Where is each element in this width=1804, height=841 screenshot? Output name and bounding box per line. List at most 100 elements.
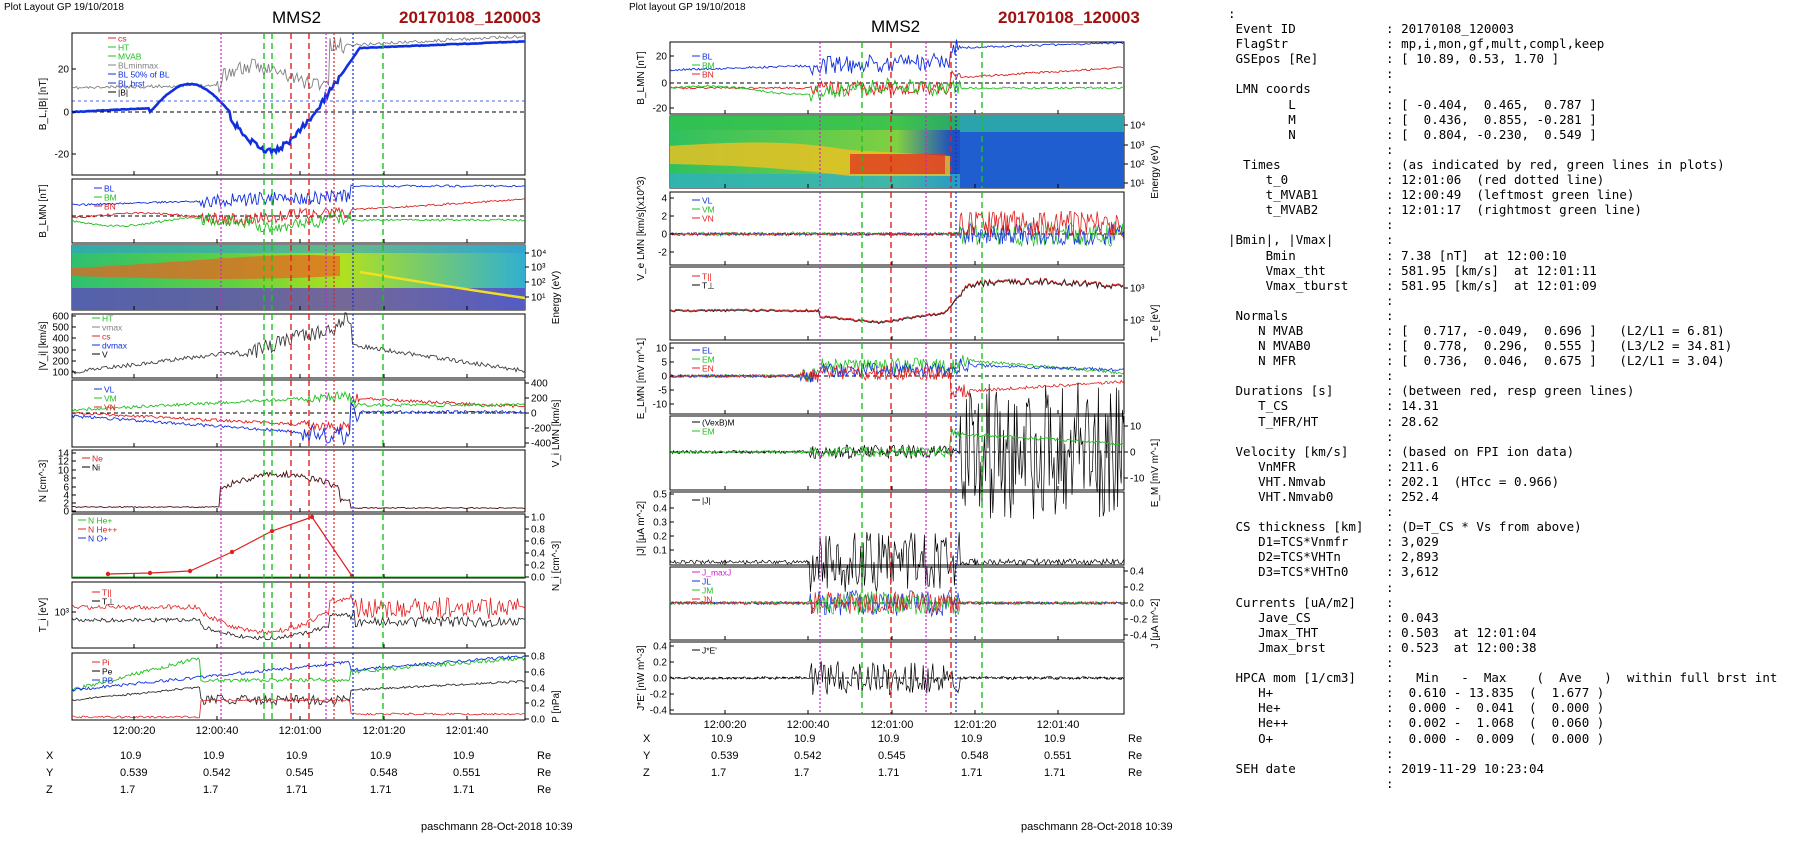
orbit-value: 0.545 xyxy=(286,767,314,779)
orbit-value: 10.9 xyxy=(711,733,733,745)
legend-label: HT xyxy=(102,314,113,324)
subplot-frame xyxy=(71,581,526,649)
y-tick-label: 0 xyxy=(1130,448,1136,459)
orbit-unit: Re xyxy=(1128,767,1143,779)
y-tick-label: 4 xyxy=(63,491,69,502)
y-tick-label: 10 xyxy=(656,344,668,355)
orbit-row-label: Z xyxy=(46,784,53,796)
series-line xyxy=(669,220,1124,247)
y-axis-label: |J| [μA m^-2] xyxy=(636,501,647,556)
y-tick-label: 200 xyxy=(52,357,69,368)
subplot-frame xyxy=(71,32,526,176)
info-line: D1=TCS*Vnmfr : 3,029 xyxy=(1228,534,1439,550)
y-tick-label: -200 xyxy=(531,424,551,435)
series-line xyxy=(669,591,1124,615)
info-line: Event ID : 20170108_120003 xyxy=(1228,21,1514,37)
data-point xyxy=(105,571,111,577)
y-axis-label: B_LMN [nT] xyxy=(636,51,647,105)
info-line: : xyxy=(1228,579,1394,595)
orbit-value: 10.9 xyxy=(878,733,900,745)
spectrogram-lowband xyxy=(72,288,525,310)
y-tick-label: -2 xyxy=(658,248,667,259)
info-line: Jmax_THT : 0.503 at 12:01:04 xyxy=(1228,624,1537,640)
info-line: : xyxy=(1228,428,1394,444)
series-line xyxy=(669,382,1124,520)
orbit-value: 10.9 xyxy=(794,733,816,745)
y-tick-label: 2 xyxy=(63,499,69,510)
y-tick-label: 10 xyxy=(1130,422,1142,433)
series-line xyxy=(669,355,1124,383)
legend-label: JL xyxy=(702,577,711,587)
x-tick-label: 12:01:20 xyxy=(363,725,406,737)
info-line: Times : (as indicated by red, green line… xyxy=(1228,156,1725,172)
y-axis-label: N_i [cm^-3] xyxy=(551,541,562,591)
orbit-unit: Re xyxy=(1128,733,1143,745)
info-line: t_0 : 12:01:06 (red dotted line) xyxy=(1228,172,1605,188)
subplot-frame xyxy=(71,178,526,244)
orbit-value: 1.71 xyxy=(1044,767,1066,779)
info-line: He++ : 0.002 - 1.068 ( 0.060 ) xyxy=(1228,715,1605,731)
subplot-frame xyxy=(669,415,1125,491)
legend-label: JN xyxy=(702,595,712,605)
left-footer: paschmann 28-Oct-2018 10:39 xyxy=(421,821,573,833)
y-tick-label: -10 xyxy=(653,400,668,411)
orbit-value: 10.9 xyxy=(370,750,392,762)
y-tick-label: 0.2 xyxy=(653,532,667,543)
series-line xyxy=(669,358,1124,383)
y-tick-label: 0.4 xyxy=(531,684,545,695)
subplot-4: T||T⊥ 10³ 10² T_e [eV] xyxy=(669,266,1161,342)
legend-label: Ne xyxy=(92,454,103,464)
x-tick-label: 12:01:00 xyxy=(279,725,322,737)
orbit-unit: Re xyxy=(1128,750,1143,762)
subplot-frame xyxy=(669,41,1125,115)
y-tick-label: 0.0 xyxy=(531,715,545,726)
orbit-row: X 10.9 10.9 10.9 10.9 10.9 Re xyxy=(643,733,1143,750)
y-tick-label: 10² xyxy=(1130,160,1145,171)
x-tick-label: 12:00:20 xyxy=(113,725,156,737)
y-axis-label: E_M [mV m^-1] xyxy=(1150,438,1161,507)
y-tick-label: 0.3 xyxy=(653,518,667,529)
series-line xyxy=(71,184,526,208)
legend-label: T|| xyxy=(702,272,712,282)
y-tick-label: 0.5 xyxy=(653,490,667,501)
info-line: O+ : 0.000 - 0.009 ( 0.000 ) xyxy=(1228,730,1605,746)
subplot-2: 10⁴ 10³ 10² 10¹ Energy (eV) xyxy=(669,115,1161,199)
y-tick-label: -0.2 xyxy=(1130,615,1148,626)
orbit-value: 1.71 xyxy=(961,767,983,779)
orbit-row-label: Y xyxy=(643,750,651,762)
subplot-frame xyxy=(71,652,526,721)
orbit-value: 1.7 xyxy=(711,767,727,779)
legend-label: cs xyxy=(118,34,127,44)
y-axis-label: P [nPa] xyxy=(551,690,562,723)
y-tick-label: 12 xyxy=(58,457,70,468)
info-line: VHT.Nmvab0 : 252.4 xyxy=(1228,489,1439,504)
series-line xyxy=(669,532,1124,592)
orbit-value: 0.551 xyxy=(1044,750,1072,762)
info-line: Velocity [km/s] : (based on FPI ion data… xyxy=(1228,443,1575,459)
info-line: : xyxy=(1228,141,1394,157)
series-line xyxy=(71,698,525,719)
subplot-frame xyxy=(669,342,1125,415)
y-tick-label: -0.4 xyxy=(1130,631,1148,642)
series-line xyxy=(71,680,526,706)
x-tick-label: 12:00:40 xyxy=(196,725,239,737)
orbit-row: Y 0.539 0.542 0.545 0.548 0.551 Re xyxy=(46,767,551,784)
y-tick-label: -5 xyxy=(658,386,667,397)
legend-label: dvmax xyxy=(102,341,128,351)
series-line xyxy=(669,39,1124,76)
orbit-value: 0.542 xyxy=(203,767,231,779)
legend-label: N O+ xyxy=(88,534,108,544)
y-tick-label: 0 xyxy=(661,372,667,383)
series-line xyxy=(71,593,526,636)
orbit-value: 10.9 xyxy=(1044,733,1066,745)
series-line xyxy=(71,198,526,226)
spectrogram-lowband xyxy=(670,174,960,188)
y-tick-label: 14 xyxy=(58,449,70,460)
y-tick-label: 0.0 xyxy=(531,573,545,584)
info-line: Vmax_tht : 581.95 [km/s] at 12:01:11 xyxy=(1228,262,1597,278)
y-axis-label: T_i [eV] xyxy=(38,598,49,633)
y-tick-label: 400 xyxy=(531,379,548,390)
info-line: N : [ 0.804, -0.230, 0.549 ] xyxy=(1228,126,1597,142)
